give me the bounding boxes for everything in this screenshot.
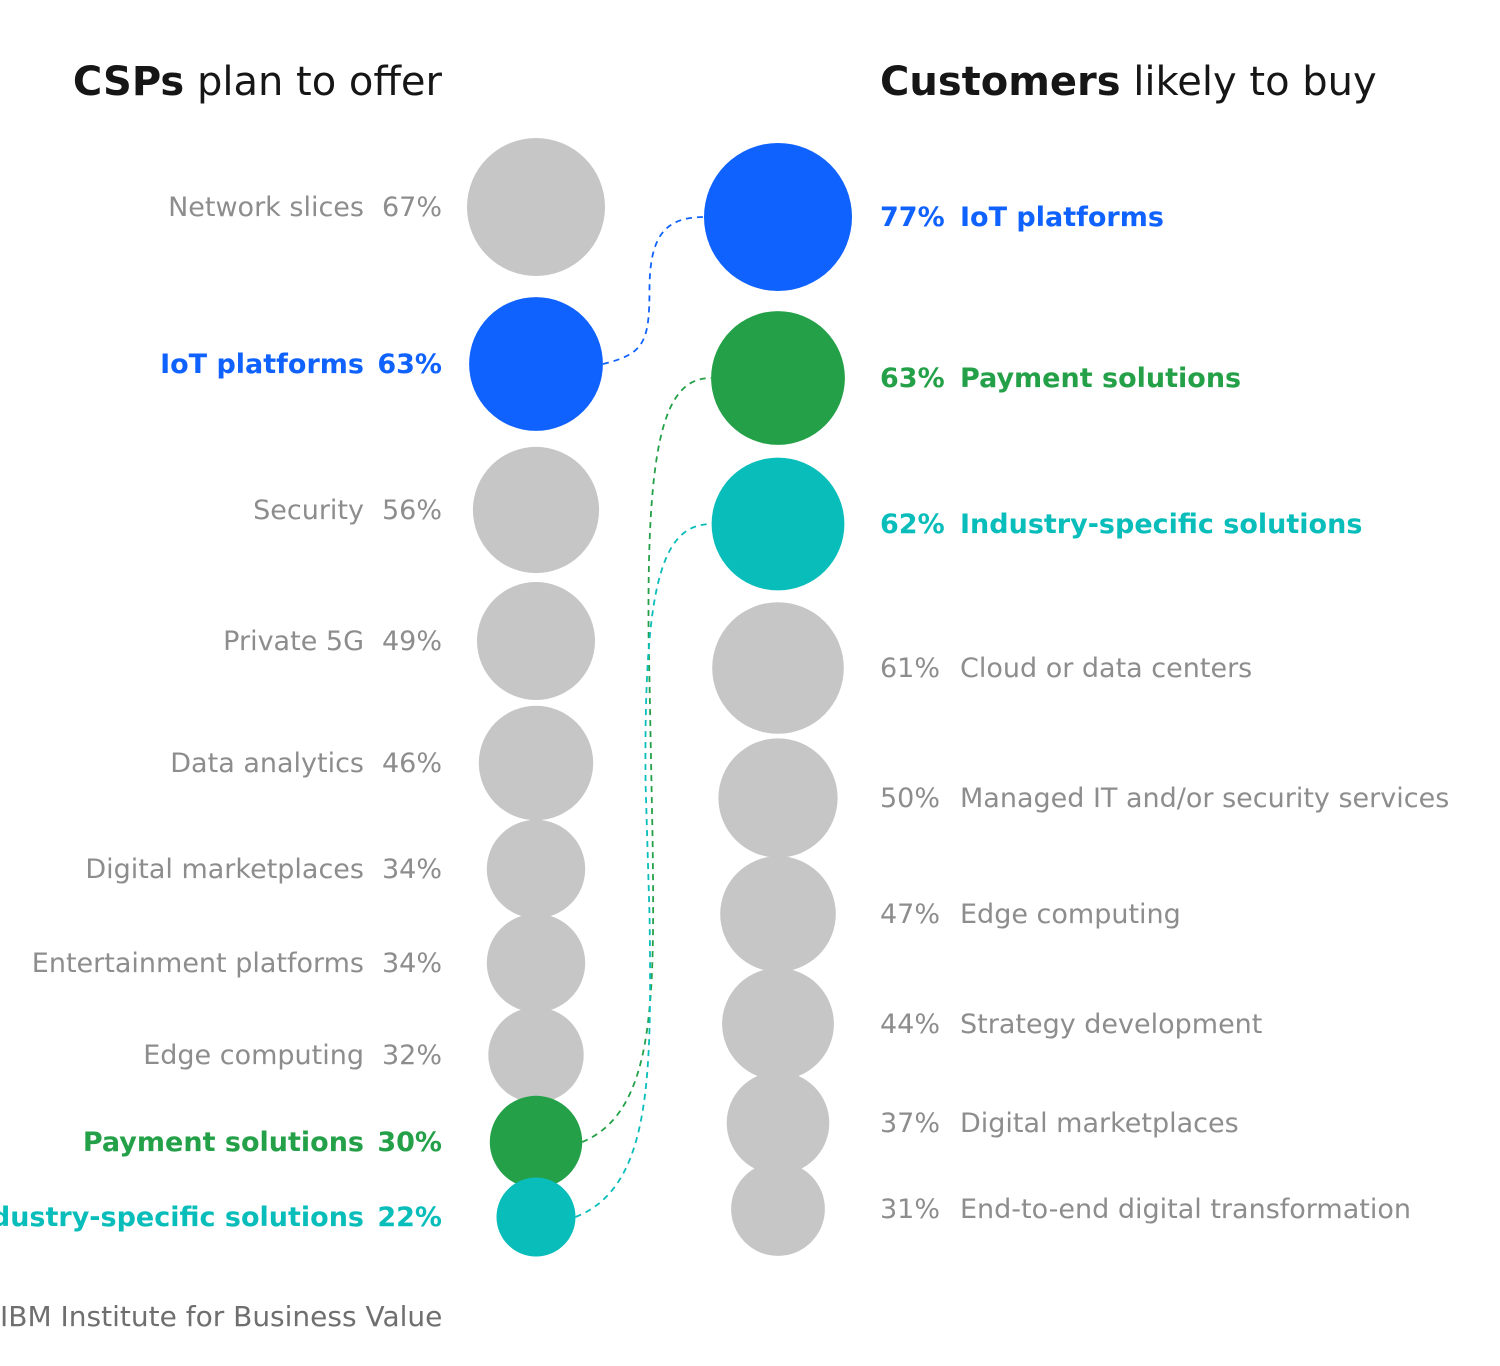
right-value-industry-specific-solutions: 62% bbox=[880, 509, 945, 540]
right-bubble-digital-marketplaces bbox=[726, 1071, 830, 1175]
right-value-digital-marketplaces: 37% bbox=[880, 1108, 940, 1139]
right-bubble-edge-computing bbox=[720, 856, 836, 972]
right-title: Customers likely to buy bbox=[880, 59, 1377, 105]
left-label-industry-specific-solutions: Industry-specific solutions bbox=[0, 1202, 364, 1233]
left-label-data-analytics: Data analytics bbox=[170, 748, 364, 779]
connector-iot-platforms bbox=[602, 216, 705, 365]
right-label-cloud-or-data-centers: Cloud or data centers bbox=[960, 653, 1252, 684]
left-label-payment-solutions: Payment solutions bbox=[83, 1127, 364, 1158]
right-value-iot-platforms: 77% bbox=[880, 202, 945, 233]
source-credit: IBM Institute for Business Value bbox=[0, 1300, 443, 1333]
left-label-security: Security bbox=[253, 495, 364, 526]
left-label-digital-marketplaces: Digital marketplaces bbox=[85, 854, 364, 885]
right-bubble-end-to-end-digital-transformation bbox=[731, 1162, 825, 1256]
left-label-entertainment-platforms: Entertainment platforms bbox=[32, 948, 364, 979]
left-bubble-private-5g bbox=[477, 582, 595, 700]
left-label-edge-computing: Edge computing bbox=[143, 1040, 364, 1071]
left-bubble-payment-solutions bbox=[489, 1095, 583, 1189]
left-value-iot-platforms: 63% bbox=[377, 349, 442, 380]
right-bubble-managed-it-and-or-security-services bbox=[718, 738, 838, 858]
left-value-edge-computing: 32% bbox=[382, 1040, 442, 1071]
right-label-managed-it-and-or-security-services: Managed IT and/or security services bbox=[960, 783, 1449, 814]
left-title: CSPs plan to offer bbox=[73, 59, 443, 105]
right-label-strategy-development: Strategy development bbox=[960, 1009, 1262, 1040]
left-bubble-iot-platforms bbox=[469, 297, 603, 431]
right-label-edge-computing: Edge computing bbox=[960, 899, 1181, 930]
right-bubble-cloud-or-data-centers bbox=[712, 602, 844, 734]
left-value-payment-solutions: 30% bbox=[377, 1127, 442, 1158]
left-bubble-data-analytics bbox=[478, 705, 594, 821]
right-bubble-iot-platforms bbox=[704, 143, 852, 291]
right-label-end-to-end-digital-transformation: End-to-end digital transformation bbox=[960, 1194, 1411, 1225]
right-label-payment-solutions: Payment solutions bbox=[960, 363, 1241, 394]
left-value-industry-specific-solutions: 22% bbox=[377, 1202, 442, 1233]
left-value-private-5g: 49% bbox=[382, 626, 442, 657]
left-label-iot-platforms: IoT platforms bbox=[160, 349, 364, 380]
left-value-network-slices: 67% bbox=[382, 192, 442, 223]
connector-industry-specific-solutions bbox=[575, 523, 712, 1218]
left-bubble-digital-marketplaces bbox=[486, 819, 586, 919]
left-value-entertainment-platforms: 34% bbox=[382, 948, 442, 979]
left-label-network-slices: Network slices bbox=[168, 192, 364, 223]
left-label-private-5g: Private 5G bbox=[223, 626, 364, 657]
left-bubble-network-slices bbox=[467, 138, 605, 276]
right-value-managed-it-and-or-security-services: 50% bbox=[880, 783, 940, 814]
left-value-digital-marketplaces: 34% bbox=[382, 854, 442, 885]
connector-payment-solutions bbox=[581, 377, 712, 1143]
right-value-strategy-development: 44% bbox=[880, 1009, 940, 1040]
right-bubble-payment-solutions bbox=[711, 311, 845, 445]
left-value-data-analytics: 46% bbox=[382, 748, 442, 779]
connector-links bbox=[575, 216, 712, 1218]
left-bubble-entertainment-platforms bbox=[486, 913, 586, 1013]
left-bubble-edge-computing bbox=[488, 1007, 584, 1103]
bubbles bbox=[467, 138, 852, 1257]
labels: 67% Network slices 63% IoT platforms 56% Secu… bbox=[0, 192, 1449, 1233]
right-value-payment-solutions: 63% bbox=[880, 363, 945, 394]
right-label-industry-specific-solutions: Industry-specific solutions bbox=[960, 509, 1362, 540]
left-bubble-security bbox=[472, 446, 600, 574]
right-label-iot-platforms: IoT platforms bbox=[960, 202, 1164, 233]
right-value-cloud-or-data-centers: 61% bbox=[880, 653, 940, 684]
right-value-edge-computing: 47% bbox=[880, 899, 940, 930]
right-bubble-strategy-development bbox=[722, 968, 834, 1080]
right-bubble-industry-specific-solutions bbox=[711, 457, 845, 591]
right-label-digital-marketplaces: Digital marketplaces bbox=[960, 1108, 1239, 1139]
left-value-security: 56% bbox=[382, 495, 442, 526]
left-bubble-industry-specific-solutions bbox=[496, 1177, 576, 1257]
right-value-end-to-end-digital-transformation: 31% bbox=[880, 1194, 940, 1225]
